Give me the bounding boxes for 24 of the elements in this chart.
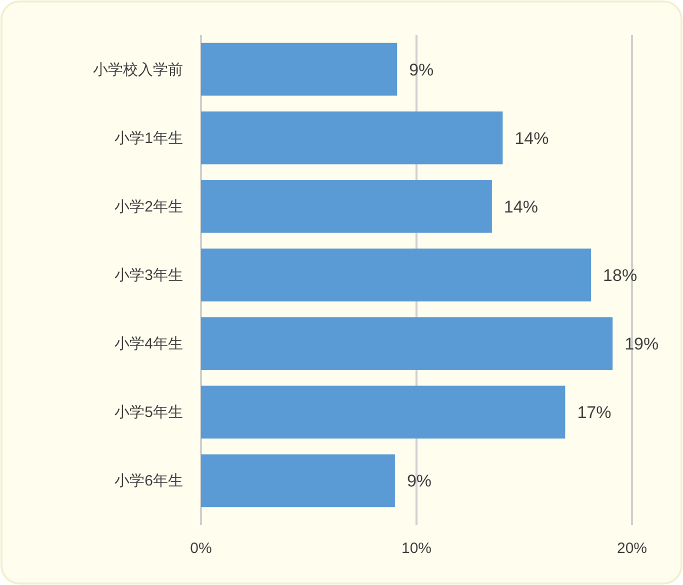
y-tick-label: 小学5年生 [114,404,183,422]
x-tick-label: 10% [401,540,432,557]
y-tick-label: 小学4年生 [114,336,183,353]
data-label: 19% [624,334,659,354]
data-label: 14% [504,197,538,216]
y-tick-label: 小学校入学前 [93,61,183,78]
bar [201,42,398,96]
bar [201,180,492,233]
bar [201,317,613,370]
data-label: 9% [406,472,432,491]
bar [201,111,503,164]
y-tick-label: 小学2年生 [114,198,183,216]
data-label: 18% [603,266,638,285]
y-tick-label: 小学1年生 [114,130,183,147]
data-label: 17% [577,403,612,422]
data-label: 14% [514,128,549,148]
bar [201,454,395,508]
x-tick-label: 0% [190,540,212,557]
bar [201,386,566,439]
y-tick-label: 小学6年生 [114,472,183,490]
y-tick-label: 小学3年生 [114,267,183,284]
x-tick-label: 20% [616,540,648,557]
data-label: 9% [409,60,434,80]
bar [201,248,592,302]
